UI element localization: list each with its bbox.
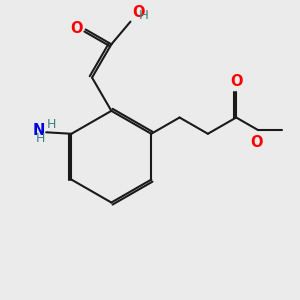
Text: H: H	[139, 9, 149, 22]
Text: O: O	[132, 5, 145, 20]
Text: O: O	[70, 20, 82, 35]
Text: O: O	[230, 74, 242, 89]
Text: H: H	[35, 132, 45, 145]
Text: O: O	[250, 134, 263, 149]
Text: H: H	[46, 118, 56, 130]
Text: N: N	[32, 123, 45, 138]
